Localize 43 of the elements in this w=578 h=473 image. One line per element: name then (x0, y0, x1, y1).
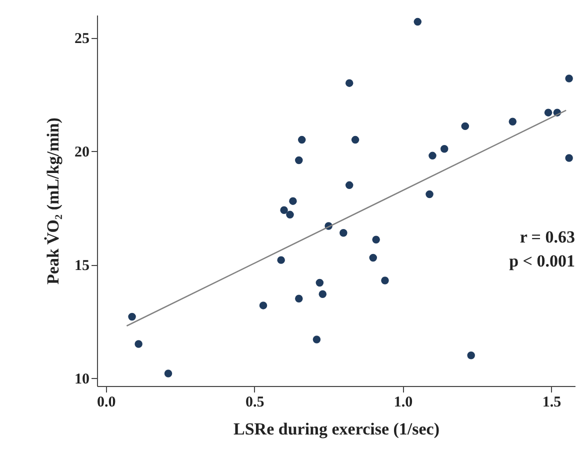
point (164, 370, 172, 378)
point (544, 108, 552, 116)
point (565, 74, 573, 82)
x-tick-label: 1.5 (542, 394, 562, 410)
point (289, 197, 297, 205)
point (277, 256, 285, 264)
point (369, 254, 377, 262)
x-tick-label: 1.0 (394, 394, 413, 410)
point (351, 136, 360, 144)
point (467, 352, 475, 360)
point (295, 156, 303, 164)
point (298, 136, 306, 144)
point (345, 181, 354, 190)
annotation: r = 0.63 (520, 228, 575, 247)
point (414, 18, 422, 26)
point (381, 276, 389, 284)
y-tick-label: 15 (74, 258, 90, 274)
point (316, 278, 324, 287)
y-axis-title: Peak V̇O₂ (mL/kg/min) (44, 118, 62, 284)
y-tick-label: 25 (74, 31, 90, 48)
point (372, 236, 380, 244)
point (340, 228, 348, 237)
point (461, 122, 470, 130)
point (565, 154, 573, 162)
point (345, 79, 354, 87)
point (134, 340, 142, 348)
y-tick-label: 10 (74, 372, 90, 388)
point (428, 152, 436, 160)
point (295, 294, 303, 303)
y-tick-label: 20 (74, 144, 90, 161)
point (508, 118, 517, 126)
point (259, 302, 268, 310)
point (318, 290, 327, 298)
point (128, 312, 136, 321)
point (426, 190, 434, 198)
point (280, 206, 288, 214)
x-tick-label: 0.5 (245, 394, 264, 410)
annotation: p < 0.001 (509, 252, 575, 271)
point (440, 145, 448, 153)
x-tick-label: 0.0 (97, 394, 116, 410)
x-axis-title: LSRe during exercise (1/sec) (233, 420, 440, 438)
point (312, 336, 321, 344)
point (286, 210, 294, 219)
